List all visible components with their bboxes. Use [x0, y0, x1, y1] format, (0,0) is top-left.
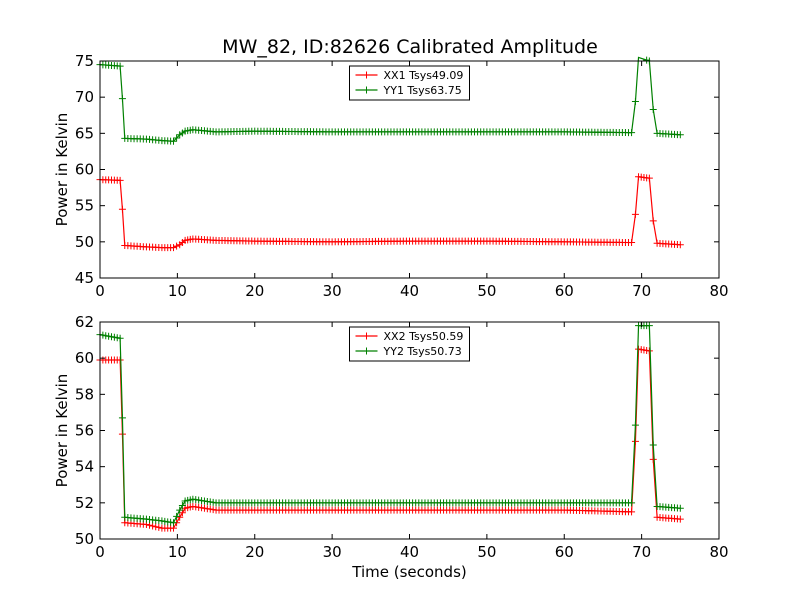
y-tick-label: 60 [75, 161, 94, 179]
x-tick-label: 10 [168, 543, 187, 561]
data-point-marker [631, 437, 639, 445]
x-tick-label: 20 [245, 543, 264, 561]
data-point-marker [649, 105, 657, 113]
data-point-marker [649, 455, 657, 463]
x-tick-label: 70 [632, 282, 651, 300]
legend-marker [363, 347, 370, 355]
data-point-marker [676, 131, 684, 139]
data-point-marker [649, 441, 657, 449]
x-tick-label: 40 [400, 543, 419, 561]
x-tick-label: 0 [95, 543, 105, 561]
data-point-marker [676, 515, 684, 523]
data-point-marker [113, 334, 121, 342]
data-point-marker [118, 205, 126, 213]
legend-entry-label: XX1 Tsys49.09 [384, 69, 464, 82]
data-point-marker [645, 174, 653, 182]
y-tick-label: 60 [75, 349, 94, 367]
x-tick-label: 70 [632, 543, 651, 561]
x-tick-label: 60 [555, 282, 574, 300]
data-point-marker [173, 134, 181, 142]
y-tick-label: 75 [75, 52, 94, 70]
y-tick-label: 50 [75, 233, 94, 251]
data-point-marker [170, 244, 178, 252]
data-point-marker [631, 210, 639, 218]
series-1 [96, 173, 684, 252]
data-point-marker [645, 347, 653, 355]
y-axis-label: Power in Kelvin [53, 374, 71, 488]
data-point-marker [628, 129, 636, 137]
data-point-marker [116, 176, 124, 184]
data-point-marker [107, 333, 115, 341]
data-point-marker [118, 95, 126, 103]
legend-marker [363, 332, 370, 340]
y-tick-label: 52 [75, 494, 94, 512]
x-tick-label: 60 [555, 543, 574, 561]
data-point-marker [628, 499, 636, 507]
data-point-marker [170, 137, 178, 145]
y-axis-label: Power in Kelvin [53, 113, 71, 227]
data-point-marker [99, 331, 107, 339]
top-panel: 0 10 20 30 40 50 60 70 80 45 50 55 60 65 70 75 Power in … [53, 52, 729, 300]
x-tick-label: 20 [245, 282, 264, 300]
data-point-marker [645, 322, 653, 330]
data-point-marker [149, 522, 157, 530]
series-2 [96, 56, 684, 145]
data-point-marker [102, 332, 110, 340]
legend-marker [363, 86, 370, 94]
data-point-marker [649, 217, 657, 225]
legend-entry-label: YY2 Tsys50.73 [383, 345, 462, 358]
legend-marker [363, 71, 370, 79]
legend: XX2 Tsys50.59 YY2 Tsys50.73 [349, 326, 470, 362]
y-tick-label: 50 [75, 530, 94, 548]
data-point-marker [170, 519, 178, 527]
data-point-marker [155, 523, 163, 531]
data-point-marker [631, 98, 639, 106]
legend-entry-label: YY1 Tsys63.75 [383, 84, 462, 97]
x-tick-label: 10 [168, 282, 187, 300]
y-tick-label: 70 [75, 88, 94, 106]
series-2 [96, 322, 684, 527]
x-axis-label: Time (seconds) [351, 563, 467, 581]
data-point-marker [173, 242, 181, 250]
legend-box [349, 326, 470, 362]
bottom-panel: 0 10 20 30 40 50 60 70 80 50 52 54 56 58 60 62 Power in … [53, 313, 729, 581]
data-point-marker [152, 523, 160, 531]
x-tick-label: 80 [709, 543, 728, 561]
data-point-marker [176, 506, 184, 514]
series-1 [96, 345, 684, 532]
data-point-marker [676, 504, 684, 512]
legend-entry-label: XX2 Tsys50.59 [384, 330, 464, 343]
y-tick-label: 56 [75, 422, 94, 440]
y-tick-label: 58 [75, 385, 94, 403]
x-tick-label: 30 [323, 282, 342, 300]
data-point-marker [676, 241, 684, 249]
data-point-marker [118, 414, 126, 422]
y-tick-label: 65 [75, 124, 94, 142]
legend-box [349, 65, 470, 101]
y-tick-label: 62 [75, 313, 94, 331]
y-tick-label: 55 [75, 197, 94, 215]
data-point-marker [628, 508, 636, 516]
data-point-marker [116, 334, 124, 342]
y-tick-label: 45 [75, 269, 94, 287]
legend: XX1 Tsys49.09 YY1 Tsys63.75 [349, 65, 470, 101]
data-point-marker [631, 421, 639, 429]
data-point-marker [110, 333, 118, 341]
data-point-marker [176, 513, 184, 521]
x-tick-label: 50 [477, 543, 496, 561]
x-tick-label: 0 [95, 282, 105, 300]
data-point-marker [116, 62, 124, 70]
y-tick-label: 54 [75, 458, 94, 476]
x-tick-label: 50 [477, 282, 496, 300]
data-point-marker [628, 239, 636, 247]
data-point-marker [105, 332, 113, 340]
x-tick-label: 30 [323, 543, 342, 561]
data-point-marker [173, 512, 181, 520]
x-tick-label: 80 [709, 282, 728, 300]
x-tick-label: 40 [400, 282, 419, 300]
data-point-marker [178, 502, 186, 510]
chart-title: MW_82, ID:82626 Calibrated Amplitude [222, 36, 598, 58]
